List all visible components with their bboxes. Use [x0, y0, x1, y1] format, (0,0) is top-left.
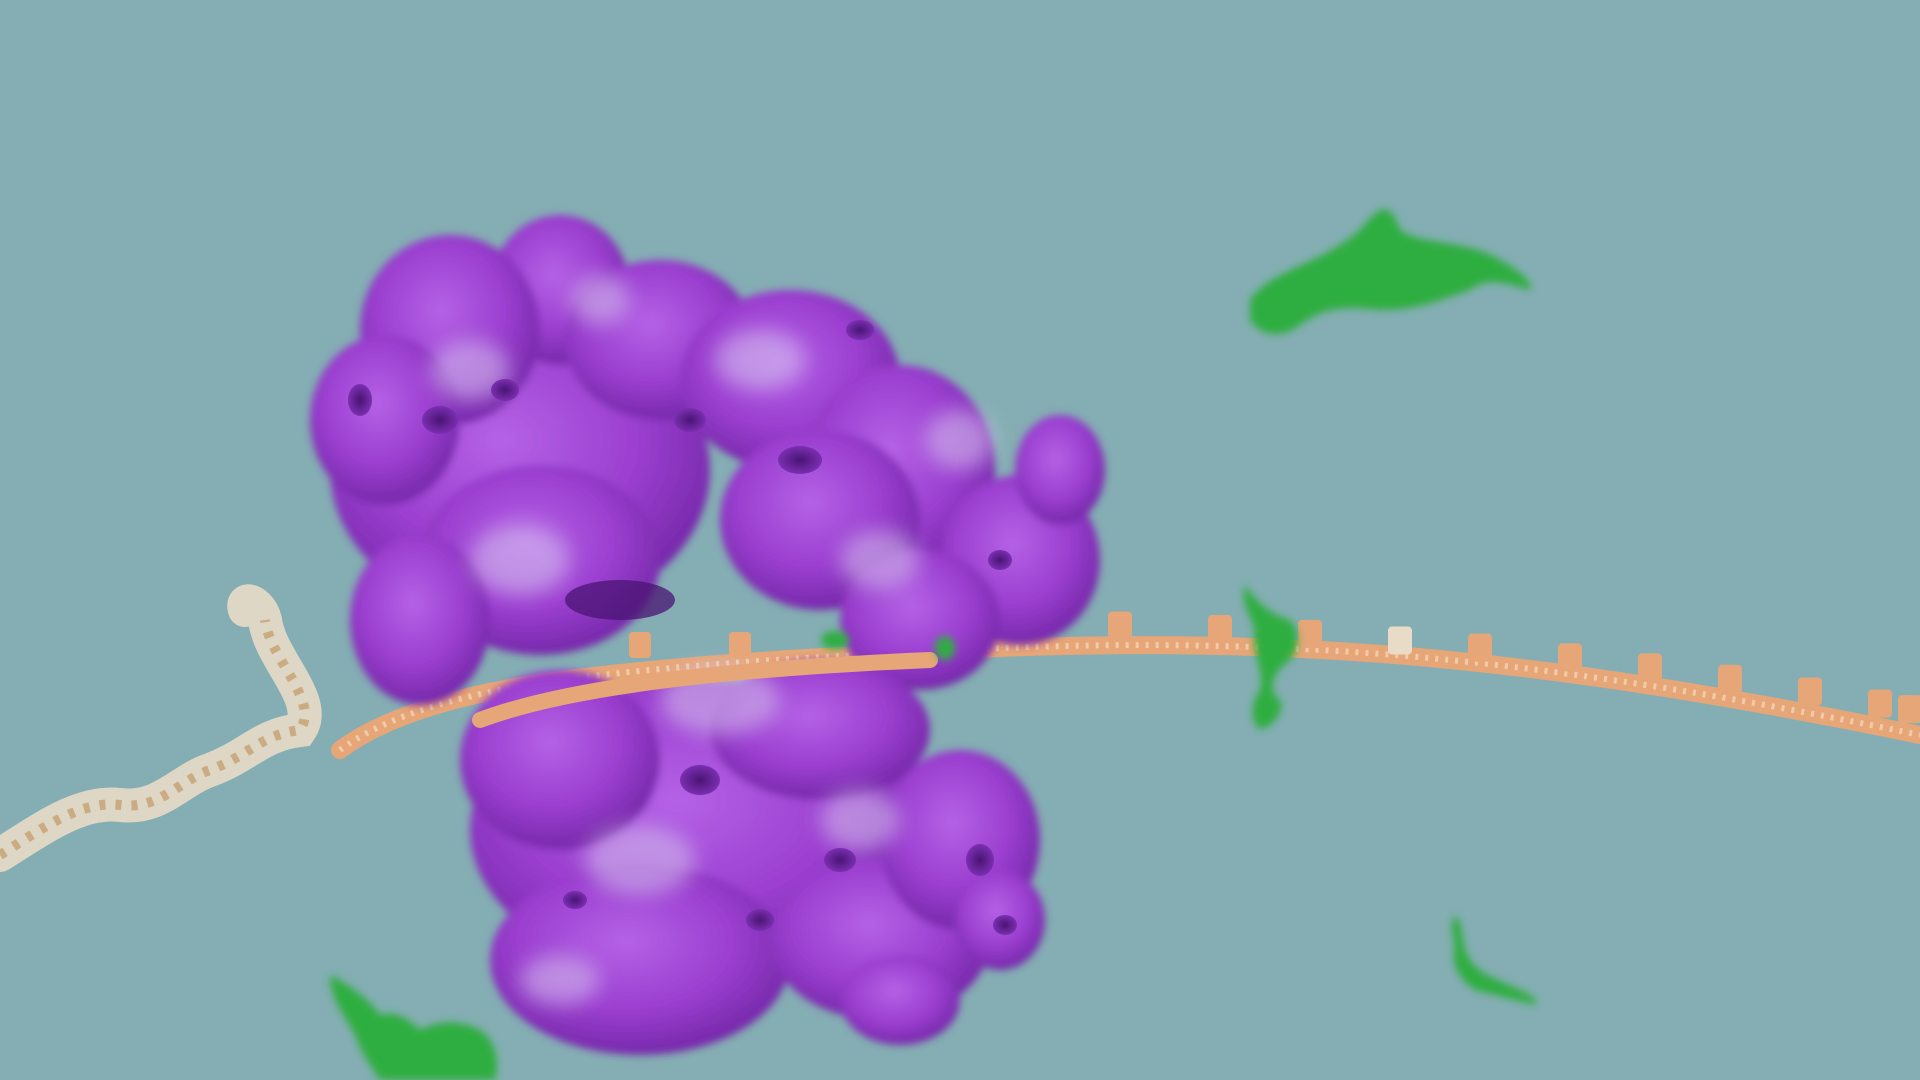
strand-bases: [1018, 610, 1920, 724]
strand-through-complex: [472, 652, 938, 728]
green-molecule-top-right: [1250, 209, 1531, 335]
strand-base: [629, 632, 651, 658]
green-molecule-bottom-right: [1451, 915, 1537, 1005]
strand-base: [1718, 664, 1742, 693]
strand-base: [729, 632, 751, 658]
strand-base: [1208, 614, 1232, 643]
strand-base: [1558, 643, 1582, 672]
strand-main-speckle: [338, 642, 1920, 753]
strand-base: [1898, 695, 1920, 724]
purple-protein-complex-icon: [310, 215, 1105, 1055]
green-fragment-channel-2: [935, 636, 955, 660]
strand-channel-bases: [629, 632, 751, 658]
green-molecule-bottom-left: [330, 975, 497, 1080]
strand-base: [1638, 653, 1662, 682]
green-molecule-icon: [330, 209, 1537, 1080]
strand-base: [1868, 689, 1892, 718]
strand-base: [1468, 633, 1492, 662]
strand-base: [1798, 677, 1822, 706]
strand-base: [1388, 626, 1412, 655]
green-molecule-on-strand: [1243, 585, 1298, 730]
strand-base: [1108, 611, 1132, 640]
strand-base: [1298, 619, 1322, 648]
green-fragment-channel-1: [821, 631, 849, 649]
